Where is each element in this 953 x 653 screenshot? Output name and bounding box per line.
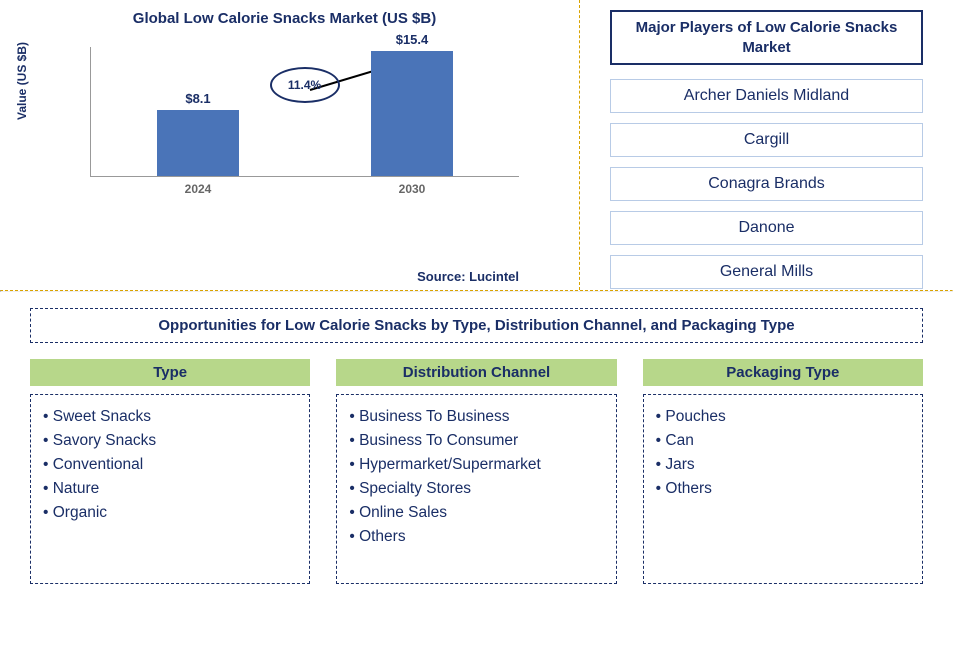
list-item: Hypermarket/Supermarket <box>349 453 603 477</box>
player-item: Archer Daniels Midland <box>610 79 923 113</box>
opportunities-panel: Opportunities for Low Calorie Snacks by … <box>0 292 953 594</box>
bar-rect <box>371 51 453 176</box>
bar-rect <box>157 110 239 176</box>
bar-x-label: 2030 <box>399 182 426 196</box>
column-body: Business To Business Business To Consume… <box>336 394 616 584</box>
list-item: Organic <box>43 501 297 525</box>
list-item: Specialty Stores <box>349 477 603 501</box>
chart-title: Global Low Calorie Snacks Market (US $B) <box>10 10 559 27</box>
list-item: Others <box>656 477 910 501</box>
column-header: Type <box>30 359 310 386</box>
column-packaging: Packaging Type Pouches Can Jars Others <box>643 359 923 584</box>
major-players-panel: Major Players of Low Calorie Snacks Mark… <box>580 0 953 290</box>
top-region: Global Low Calorie Snacks Market (US $B)… <box>0 0 953 290</box>
bar-2024: $8.1 2024 <box>138 91 258 176</box>
column-type: Type Sweet Snacks Savory Snacks Conventi… <box>30 359 310 584</box>
list-item: Business To Consumer <box>349 429 603 453</box>
column-distribution: Distribution Channel Business To Busines… <box>336 359 616 584</box>
list-item: Business To Business <box>349 405 603 429</box>
chart-area: 11.4% $8.1 2024 $15.4 2030 <box>80 37 529 207</box>
list-item: Savory Snacks <box>43 429 297 453</box>
list-item: Can <box>656 429 910 453</box>
source-label: Source: Lucintel <box>417 269 519 284</box>
list-item: Nature <box>43 477 297 501</box>
list-item: Jars <box>656 453 910 477</box>
list-item: Conventional <box>43 453 297 477</box>
bar-x-label: 2024 <box>185 182 212 196</box>
column-body: Pouches Can Jars Others <box>643 394 923 584</box>
opportunities-columns: Type Sweet Snacks Savory Snacks Conventi… <box>30 359 923 584</box>
bars-container: $8.1 2024 $15.4 2030 <box>90 47 519 177</box>
list-item: Online Sales <box>349 501 603 525</box>
bar-value-label: $8.1 <box>185 91 210 106</box>
player-item: General Mills <box>610 255 923 289</box>
column-header: Distribution Channel <box>336 359 616 386</box>
bar-2030: $15.4 2030 <box>352 32 472 176</box>
bar-value-label: $15.4 <box>396 32 429 47</box>
player-item: Cargill <box>610 123 923 157</box>
column-body: Sweet Snacks Savory Snacks Conventional … <box>30 394 310 584</box>
opportunities-title: Opportunities for Low Calorie Snacks by … <box>30 308 923 343</box>
column-header: Packaging Type <box>643 359 923 386</box>
list-item: Sweet Snacks <box>43 405 297 429</box>
list-item: Others <box>349 525 603 549</box>
chart-panel: Global Low Calorie Snacks Market (US $B)… <box>0 0 580 290</box>
player-item: Conagra Brands <box>610 167 923 201</box>
major-players-title: Major Players of Low Calorie Snacks Mark… <box>610 10 923 65</box>
player-item: Danone <box>610 211 923 245</box>
list-item: Pouches <box>656 405 910 429</box>
y-axis-label: Value (US $B) <box>15 42 29 120</box>
